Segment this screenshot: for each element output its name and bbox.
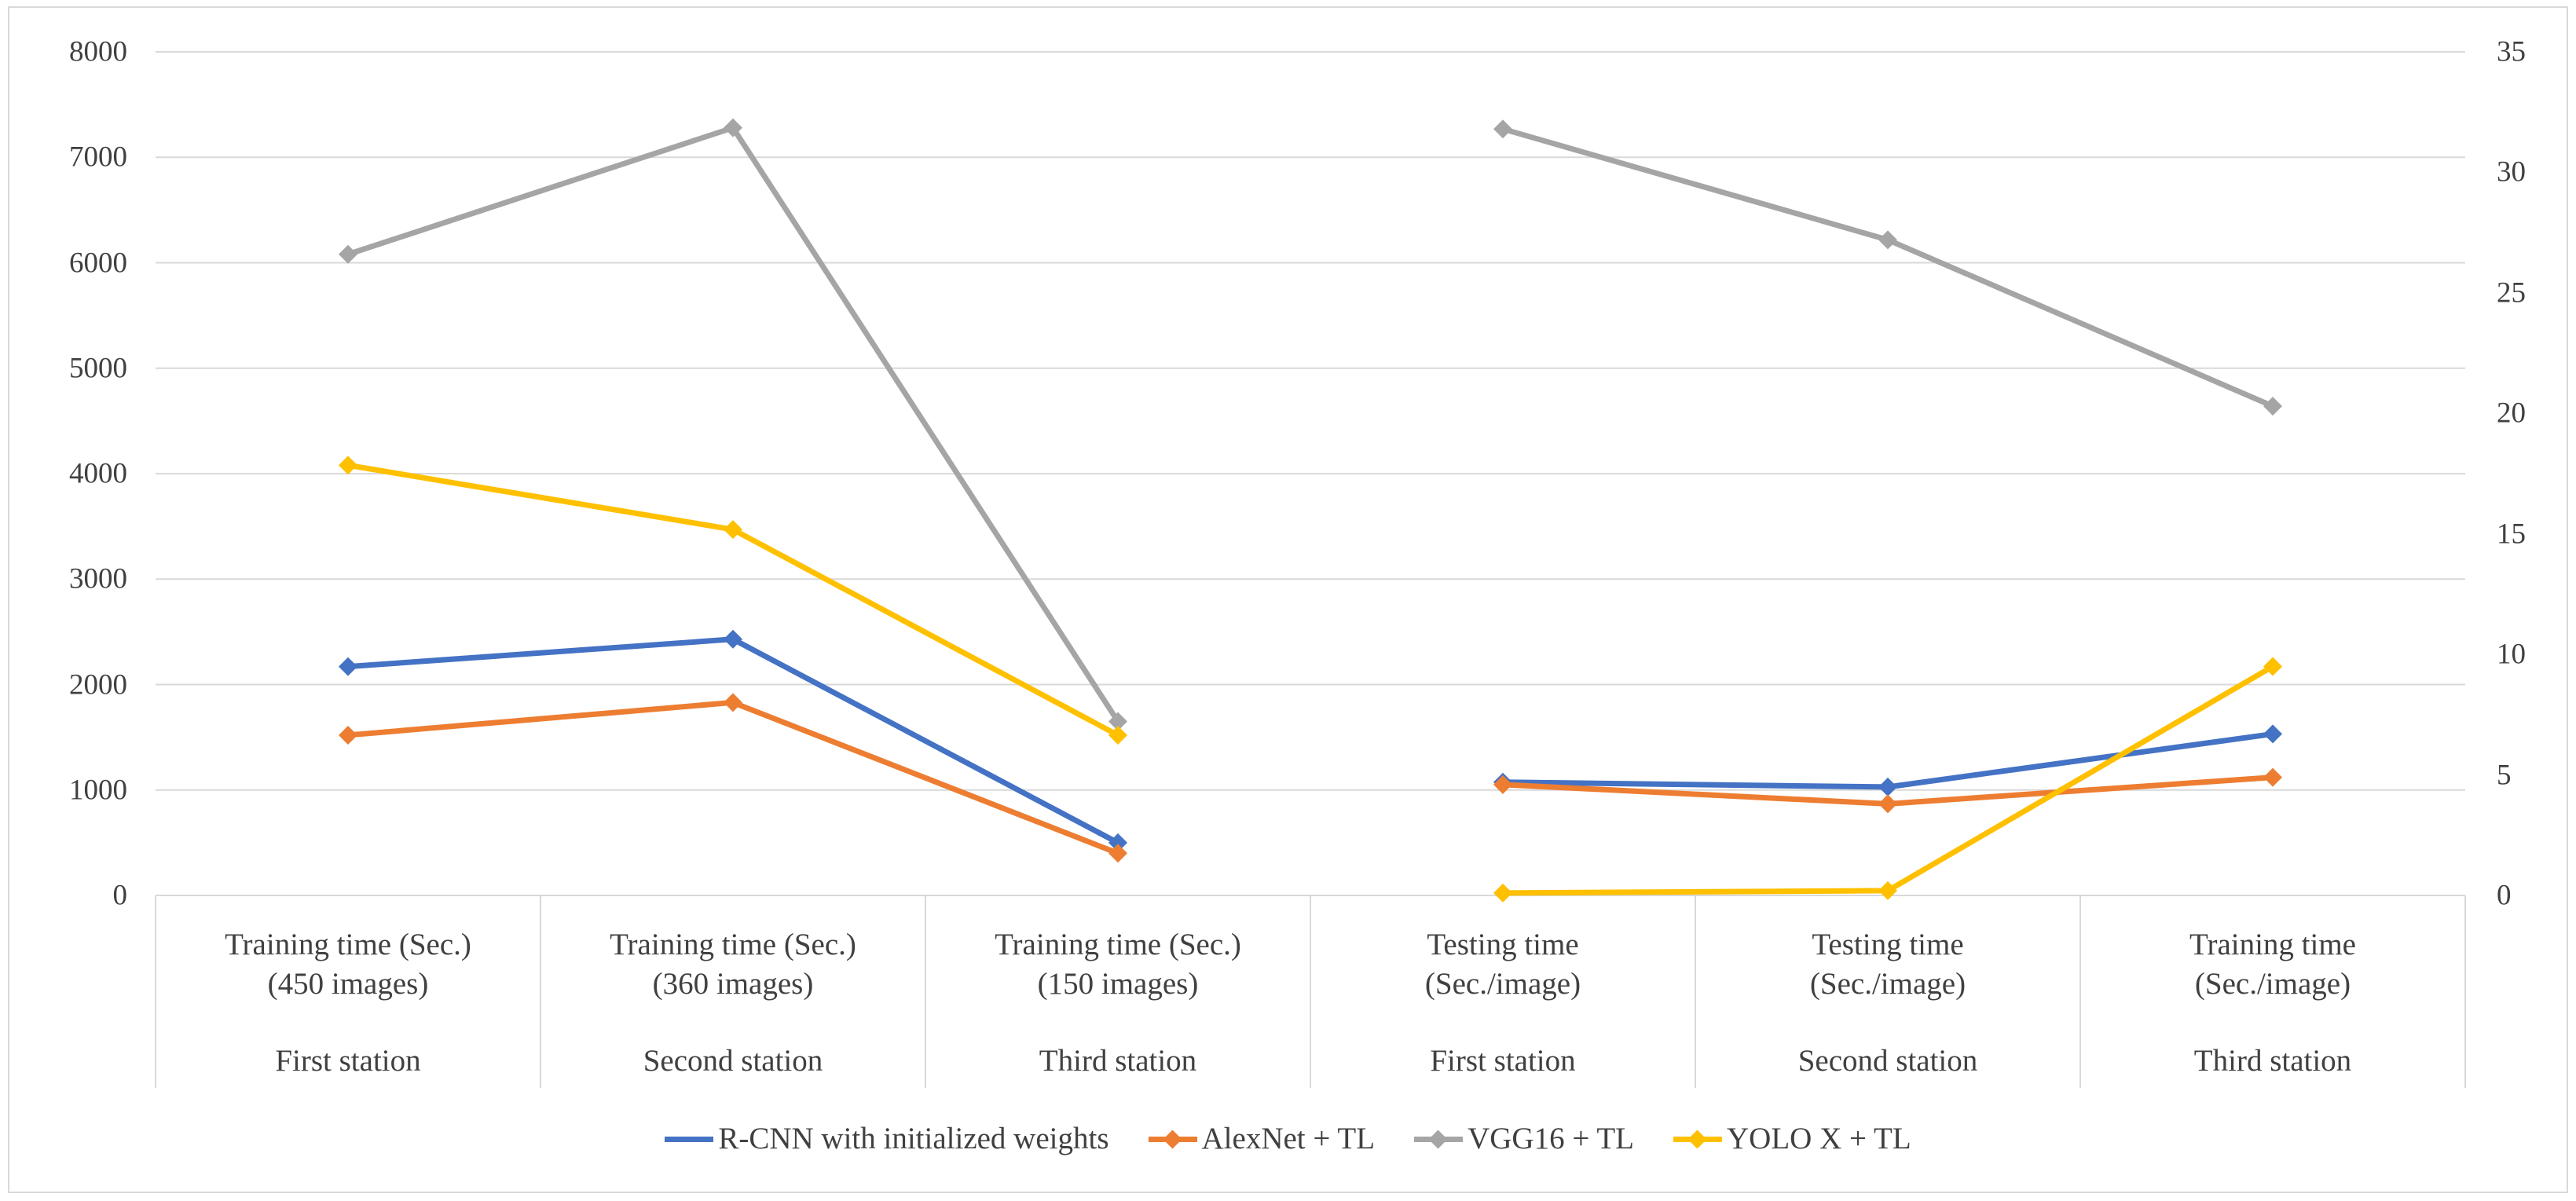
category-label-cell: Training time (Sec.) (150 images) Third st…	[925, 895, 1310, 1088]
category-metric-label: Testing time (Sec./image)	[1315, 925, 1691, 1004]
left-axis-tick-label: 5000	[69, 352, 127, 385]
legend-line-marker-icon	[1148, 1129, 1197, 1149]
data-point-marker-r-cnn-with-initialized-weights	[724, 629, 742, 649]
left-axis-tick-label: 7000	[69, 141, 127, 174]
category-label-cell: Training time (Sec.) (450 images) First st…	[156, 895, 540, 1088]
legend-item-vgg16-tl: VGG16 + TL	[1414, 1122, 1634, 1156]
legend-label: R-CNN with initialized weights	[718, 1122, 1109, 1155]
category-metric-line: Testing time	[1812, 928, 1964, 961]
data-point-marker-yolo-x-tl	[724, 520, 742, 540]
left-axis-tick-label: 0	[112, 879, 128, 912]
category-metric-line: Training time (Sec.)	[225, 928, 471, 961]
category-metric-line: (360 images)	[652, 967, 814, 1001]
chart-legend: R-CNN with initialized weights AlexNet + …	[0, 1106, 2576, 1172]
data-point-marker-alexnet-tl	[1878, 794, 1897, 814]
data-point-marker-r-cnn-with-initialized-weights	[1108, 833, 1127, 852]
category-metric-line: (Sec./image)	[2194, 967, 2351, 1001]
left-axis-tick-label: 2000	[69, 668, 127, 701]
category-metric-label: Training time (Sec.) (150 images)	[930, 925, 1306, 1004]
data-point-marker-yolo-x-tl	[1878, 881, 1897, 900]
right-axis-tick-label: 5	[2497, 759, 2512, 792]
category-label-cell: Testing time (Sec./image) First station	[1310, 895, 1695, 1088]
category-metric-line: (Sec./image)	[1424, 967, 1581, 1001]
legend-diamond-icon	[1428, 1129, 1448, 1149]
category-metric-line: (150 images)	[1037, 967, 1199, 1001]
category-label-cell: Training time (Sec.) (360 images) Second s…	[540, 895, 925, 1088]
category-station-label: Second station	[643, 1044, 823, 1078]
data-point-marker-vgg16-tl	[1878, 230, 1897, 250]
data-point-marker-yolo-x-tl	[2263, 657, 2282, 676]
legend-item-r-cnn-with-initialized-weights: R-CNN with initialized weights	[665, 1122, 1109, 1156]
legend-label: YOLO X + TL	[1727, 1122, 1911, 1155]
legend-diamond-icon	[1162, 1129, 1182, 1149]
category-station-label: First station	[275, 1044, 421, 1078]
data-point-marker-r-cnn-with-initialized-weights	[339, 657, 357, 676]
legend-item-alexnet-tl: AlexNet + TL	[1148, 1122, 1376, 1156]
data-point-marker-vgg16-tl	[724, 118, 742, 137]
data-point-marker-yolo-x-tl	[1493, 883, 1512, 903]
category-metric-line: Training time (Sec.)	[610, 928, 856, 961]
legend-item-yolo-x-tl: YOLO X + TL	[1673, 1122, 1911, 1156]
right-axis-tick-label: 35	[2497, 35, 2526, 68]
category-metric-label: Testing time (Sec./image)	[1700, 925, 2076, 1004]
chart-outer-border	[8, 6, 2568, 1193]
category-label-cell: Training time (Sec./image) Third station	[2080, 895, 2465, 1088]
left-axis-tick-label: 6000	[69, 247, 127, 279]
left-axis-tick-label: 3000	[69, 562, 127, 595]
data-point-marker-vgg16-tl	[339, 244, 357, 264]
category-label-cell: Testing time (Sec./image) Second station	[1695, 895, 2080, 1088]
category-metric-line: Training time	[2189, 928, 2356, 961]
data-point-marker-r-cnn-with-initialized-weights	[1878, 777, 1897, 796]
data-point-marker-alexnet-tl	[724, 693, 742, 712]
category-station-label: Second station	[1797, 1044, 1978, 1078]
data-point-marker-alexnet-tl	[1108, 844, 1127, 863]
data-point-marker-yolo-x-tl	[339, 456, 357, 475]
category-metric-label: Training time (Sec.) (450 images)	[160, 925, 536, 1004]
left-axis-tick-label: 4000	[69, 457, 127, 490]
category-metric-line: (450 images)	[267, 967, 429, 1001]
category-metric-line: Testing time	[1427, 928, 1579, 961]
series-line-alexnet-tl	[345, 699, 1121, 856]
data-point-marker-alexnet-tl	[2263, 767, 2282, 787]
data-point-marker-vgg16-tl	[1493, 119, 1512, 139]
category-station-label: Third station	[1039, 1044, 1197, 1078]
right-axis-tick-label: 10	[2497, 638, 2526, 671]
data-point-marker-alexnet-tl	[339, 725, 357, 745]
right-axis-tick-label: 0	[2497, 879, 2512, 912]
right-axis-tick-label: 15	[2497, 518, 2526, 551]
data-point-marker-vgg16-tl	[2263, 397, 2282, 416]
category-metric-label: Training time (Sec.) (360 images)	[545, 925, 921, 1004]
left-axis-tick-label: 8000	[69, 35, 127, 68]
legend-label: AlexNet + TL	[1201, 1122, 1376, 1155]
category-metric-label: Training time (Sec./image)	[2085, 925, 2461, 1004]
data-point-marker-yolo-x-tl	[1108, 725, 1127, 745]
data-point-marker-r-cnn-with-initialized-weights	[2263, 724, 2282, 744]
data-point-marker-vgg16-tl	[1108, 712, 1127, 731]
left-axis-tick-label: 1000	[69, 774, 127, 807]
legend-line-marker-icon	[665, 1136, 714, 1142]
series-line-r-cnn-with-initialized-weights	[345, 636, 1121, 846]
legend-label: VGG16 + TL	[1468, 1122, 1635, 1155]
legend-line-marker-icon	[1673, 1129, 1723, 1149]
series-line-vgg16-tl	[1500, 126, 2276, 409]
category-metric-line: (Sec./image)	[1809, 967, 1966, 1001]
right-axis-tick-label: 20	[2497, 397, 2526, 430]
category-metric-line: Training time (Sec.)	[995, 928, 1241, 961]
data-point-marker-alexnet-tl	[1493, 774, 1512, 794]
category-station-label: Third station	[2193, 1044, 2352, 1078]
legend-diamond-icon	[1687, 1129, 1707, 1149]
legend-line-marker-icon	[1414, 1129, 1464, 1149]
category-station-label: First station	[1430, 1044, 1576, 1078]
right-axis-tick-label: 25	[2497, 276, 2526, 309]
legend-line-icon	[665, 1136, 714, 1142]
right-axis-tick-label: 30	[2497, 156, 2526, 189]
